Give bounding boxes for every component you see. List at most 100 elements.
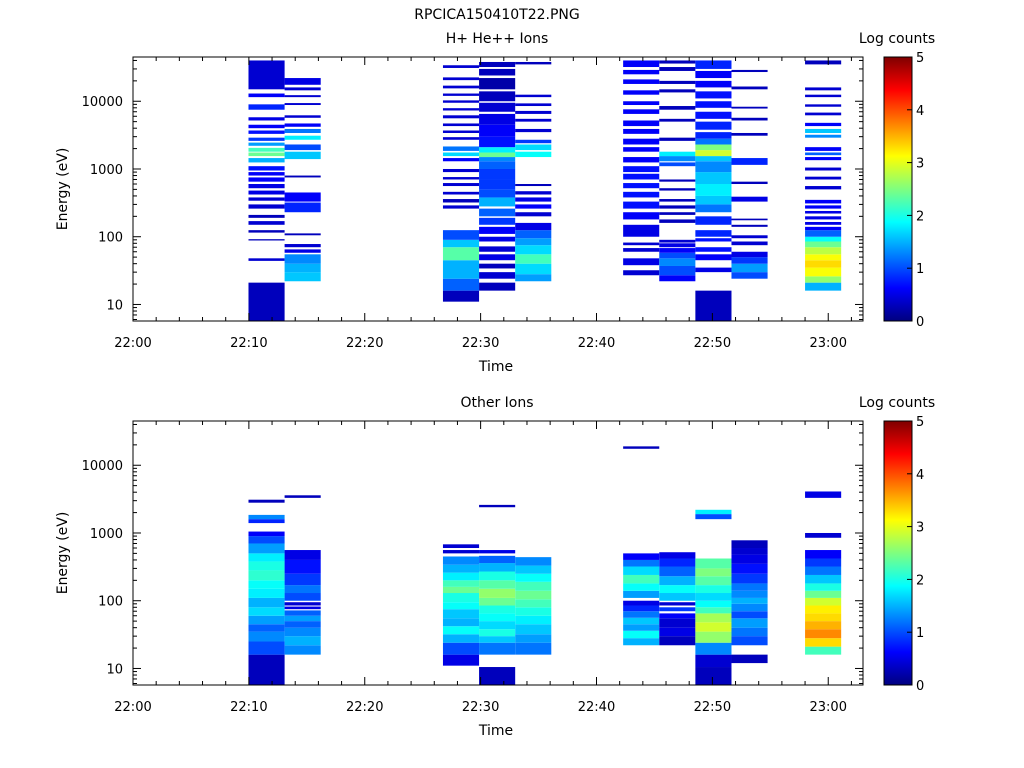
spectrogram-cell bbox=[695, 195, 732, 205]
spectrogram-cell bbox=[731, 654, 768, 664]
spectrogram-cell bbox=[442, 572, 480, 581]
colorbar-tick-label: 0 bbox=[916, 315, 924, 330]
spectrogram-cell bbox=[623, 147, 660, 152]
spectrogram-cell bbox=[805, 646, 842, 655]
spectrogram-cell bbox=[479, 504, 516, 508]
spectrogram-cell bbox=[659, 558, 696, 567]
spectrogram-cell bbox=[479, 588, 516, 598]
spectrogram-cell bbox=[731, 263, 768, 273]
spectrogram-cell bbox=[623, 201, 660, 209]
spectrogram-cell bbox=[695, 622, 732, 632]
spectrogram-cell bbox=[695, 138, 732, 145]
colorbar-tick-label: 5 bbox=[916, 415, 924, 430]
spectrogram-cell bbox=[442, 168, 480, 173]
spectrogram-cell bbox=[442, 580, 480, 587]
spectrogram-cell bbox=[623, 183, 660, 189]
spectrogram-cell bbox=[442, 556, 480, 565]
spectrogram-cell bbox=[805, 532, 842, 538]
spectrogram-cell bbox=[479, 263, 516, 269]
spectrogram-cell bbox=[479, 555, 516, 564]
spectrogram-cell bbox=[248, 561, 285, 571]
spectrogram-cell bbox=[248, 536, 285, 544]
spectrogram-cell bbox=[442, 146, 480, 151]
spectrogram-cell bbox=[248, 543, 285, 554]
spectrogram-cell bbox=[623, 611, 660, 618]
spectrogram-cell bbox=[695, 585, 732, 593]
spectrogram-cell bbox=[731, 218, 768, 221]
x-axis-label: Time bbox=[478, 359, 513, 375]
spectrogram-cell bbox=[515, 184, 552, 187]
panel-title: Other Ions bbox=[460, 395, 533, 411]
spectrogram-cell bbox=[248, 588, 285, 598]
spectrogram-cell bbox=[442, 85, 480, 89]
spectrogram-cell bbox=[515, 197, 552, 202]
spectrogram-cells bbox=[248, 60, 842, 321]
spectrogram-cell bbox=[442, 239, 480, 248]
spectrogram-cell bbox=[248, 60, 285, 90]
spectrogram-cell bbox=[731, 603, 768, 612]
y-tick-label: 10000 bbox=[82, 459, 123, 474]
panel-other-ions: Other Ions 22:00 22:10 22:20 22:30 22:40 22:5… bbox=[55, 395, 935, 739]
spectrogram-cell bbox=[442, 247, 480, 261]
spectrogram-cell bbox=[731, 597, 768, 604]
colorbar-tick-label: 3 bbox=[916, 157, 924, 172]
spectrogram-cell bbox=[442, 602, 480, 610]
spectrogram-cell bbox=[479, 168, 516, 180]
spectrogram-cell bbox=[284, 610, 321, 616]
spectrogram-cell bbox=[248, 177, 285, 182]
spectrogram-cell bbox=[659, 585, 696, 593]
spectrogram-cell bbox=[284, 627, 321, 637]
colorbar-tick-label: 1 bbox=[916, 626, 924, 641]
x-tick-label: 22:30 bbox=[462, 700, 499, 715]
spectrogram-cell bbox=[695, 70, 732, 79]
spectrogram-cell bbox=[731, 583, 768, 591]
spectrogram-cell bbox=[805, 210, 842, 214]
spectrogram-cell bbox=[284, 202, 321, 213]
spectrogram-cell bbox=[248, 654, 285, 685]
spectrogram-cell bbox=[515, 615, 552, 625]
spectrogram-cell bbox=[515, 565, 552, 574]
spectrogram-cell bbox=[731, 554, 768, 564]
spectrogram-cell bbox=[479, 246, 516, 252]
spectrogram-cell bbox=[659, 137, 696, 141]
spectrogram-cell bbox=[479, 254, 516, 261]
spectrogram-cell bbox=[659, 89, 696, 93]
spectrogram-cell bbox=[442, 137, 480, 140]
spectrogram-cell bbox=[731, 573, 768, 584]
spectrogram-cell bbox=[659, 199, 696, 202]
spectrogram-cell bbox=[442, 152, 480, 157]
spectrogram-cell bbox=[248, 239, 285, 241]
colorbar: Log counts 0 1 2 3 4 5 bbox=[859, 31, 935, 330]
spectrogram-cell bbox=[479, 629, 516, 637]
spectrogram-cell bbox=[659, 566, 696, 577]
spectrogram-cell bbox=[284, 550, 321, 560]
spectrogram-cell bbox=[515, 118, 552, 122]
spectrogram-cell bbox=[479, 571, 516, 581]
spectrogram-cells bbox=[248, 446, 842, 685]
spectrogram-cell bbox=[515, 212, 552, 217]
spectrogram-cell bbox=[442, 93, 480, 96]
spectrogram-cell bbox=[248, 580, 285, 589]
colorbar-gradient bbox=[883, 420, 913, 686]
spectrogram-cell bbox=[479, 208, 516, 217]
x-tick-label: 22:50 bbox=[694, 336, 731, 351]
spectrogram-cell bbox=[805, 574, 842, 584]
spectrogram-cell bbox=[442, 230, 480, 240]
spectrogram-cell bbox=[284, 144, 321, 151]
spectrogram-cell bbox=[479, 61, 516, 68]
spectrogram-cell bbox=[731, 132, 768, 136]
spectrogram-cell bbox=[479, 179, 516, 190]
spectrogram-cell bbox=[659, 219, 696, 223]
spectrogram-cell bbox=[479, 226, 516, 234]
spectrogram-cell bbox=[805, 226, 842, 231]
spectrogram-cell bbox=[284, 244, 321, 248]
spectrogram-cell bbox=[805, 550, 842, 559]
spectrogram-cell bbox=[284, 602, 321, 606]
spectrogram-cell bbox=[695, 111, 732, 119]
spectrogram-cell bbox=[284, 192, 321, 202]
spectrogram-cell bbox=[479, 161, 516, 169]
spectrogram-cell bbox=[623, 583, 660, 591]
spectrogram-cell bbox=[479, 236, 516, 242]
y-tick-label: 10000 bbox=[82, 95, 123, 110]
spectrogram-cell bbox=[442, 183, 480, 187]
